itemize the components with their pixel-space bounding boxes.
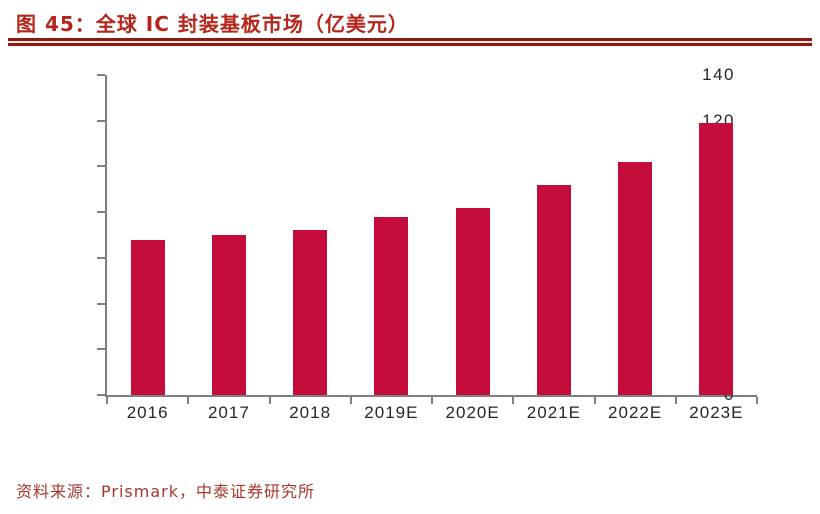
x-axis-tick-mark	[268, 397, 271, 404]
y-axis-tick-mark	[97, 119, 105, 122]
y-axis-tick-mark	[97, 394, 105, 396]
x-axis-tick-label: 2021E	[526, 403, 581, 422]
figure-header: 图 45：全球 IC 封装基板市场（亿美元）	[16, 8, 810, 37]
figure-footer: 资料来源：Prismark，中泰证券研究所	[16, 478, 315, 502]
x-axis-tick-mark	[106, 397, 108, 404]
bar-2018	[293, 230, 328, 395]
plot-area: 0204060801001201402016201720182019E2020E…	[97, 65, 758, 422]
x-axis-tick-mark	[431, 397, 433, 404]
source-note: 资料来源：Prismark，中泰证券研究所	[16, 482, 315, 501]
x-axis-tick-label: 2019E	[364, 403, 419, 422]
bar-chart: 0204060801001201402016201720182019E2020E…	[97, 65, 758, 422]
x-axis-tick-label: 2016	[126, 403, 169, 422]
y-axis-tick-mark	[97, 74, 105, 76]
y-axis-tick-mark	[97, 165, 105, 168]
y-axis-tick-mark	[97, 256, 105, 259]
x-axis-tick-mark	[756, 397, 758, 404]
x-axis-tick-label: 2018	[289, 403, 332, 422]
title-divider	[8, 38, 812, 46]
bar-2021E	[536, 184, 571, 395]
x-axis-tick-label: 2022E	[608, 403, 663, 422]
x-axis-tick-mark	[512, 397, 515, 404]
y-axis-tick-label: 140	[702, 65, 735, 84]
x-axis-tick-mark	[349, 397, 352, 404]
y-axis-tick-mark	[97, 211, 105, 214]
x-axis-tick-label: 2023E	[689, 403, 744, 422]
bar-2022E	[618, 161, 653, 395]
x-axis-tick-label: 2017	[207, 403, 250, 422]
y-axis-tick-mark	[97, 302, 105, 305]
x-axis-tick-mark	[187, 397, 190, 404]
bar-2020E	[455, 207, 490, 395]
bar-2019E	[374, 216, 409, 395]
bar-2017	[211, 235, 246, 395]
y-axis-tick-mark	[97, 348, 105, 351]
bar-2023E	[699, 123, 734, 395]
figure-title: 图 45：全球 IC 封装基板市场（亿美元）	[16, 12, 409, 36]
bar-2016	[130, 239, 165, 395]
x-axis-tick-mark	[593, 397, 596, 404]
x-axis-tick-label: 2020E	[445, 403, 500, 422]
x-axis-tick-mark	[674, 397, 677, 404]
